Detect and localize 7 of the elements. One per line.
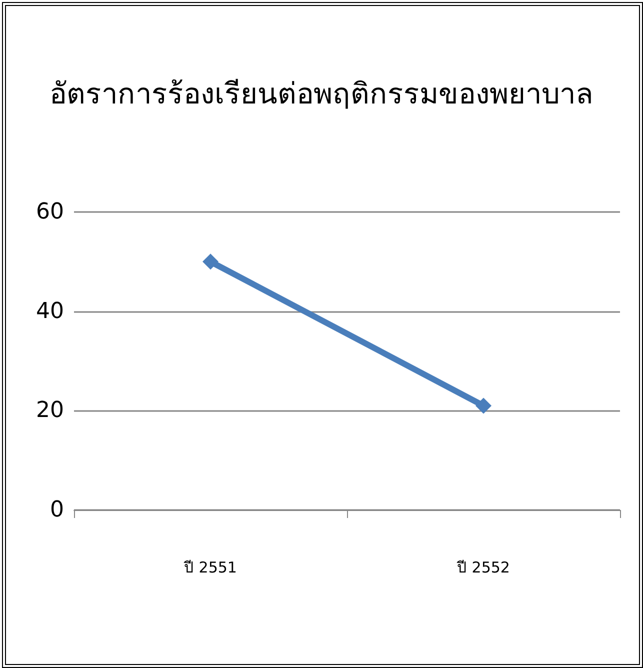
- chart-title: อัตราการร้องเรียนต่อพฤติกรรมของพยาบาล: [50, 76, 594, 110]
- y-tick-label: 0: [50, 498, 64, 522]
- y-tick-label: 40: [36, 298, 64, 324]
- y-tick-label: 60: [36, 200, 64, 224]
- x-tick-label: ปี 2552: [456, 558, 510, 576]
- x-tick-label: ปี 2551: [183, 558, 237, 576]
- y-tick-label: 20: [36, 398, 64, 424]
